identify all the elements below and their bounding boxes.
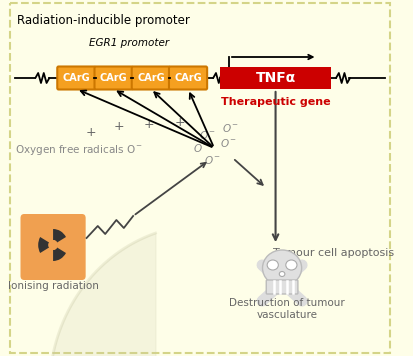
Text: EGR1 promoter: EGR1 promoter — [89, 38, 169, 48]
Text: Radiation-inducible promoter: Radiation-inducible promoter — [17, 14, 189, 27]
Text: +: + — [143, 117, 154, 131]
Text: CArG: CArG — [137, 73, 164, 83]
FancyBboxPatch shape — [10, 3, 389, 353]
Text: Tumour cell apoptosis: Tumour cell apoptosis — [272, 248, 393, 258]
Text: +: + — [86, 126, 96, 138]
Text: +: + — [174, 115, 185, 129]
Text: O$^-$: O$^-$ — [203, 154, 220, 166]
Text: Destruction of tumour
vasculature: Destruction of tumour vasculature — [228, 298, 344, 320]
FancyBboxPatch shape — [94, 67, 132, 89]
Text: Therapeutic gene: Therapeutic gene — [220, 97, 330, 107]
Circle shape — [297, 296, 306, 306]
Text: Oxygen free radicals O$^-$: Oxygen free radicals O$^-$ — [15, 143, 142, 157]
FancyBboxPatch shape — [219, 67, 331, 89]
Text: Ionising radiation: Ionising radiation — [7, 281, 98, 291]
FancyBboxPatch shape — [57, 67, 95, 89]
Text: CArG: CArG — [100, 73, 127, 83]
FancyBboxPatch shape — [266, 280, 297, 294]
Circle shape — [257, 260, 266, 270]
Ellipse shape — [285, 260, 296, 270]
FancyBboxPatch shape — [21, 214, 85, 280]
Text: +: + — [114, 120, 124, 134]
Text: TNFα: TNFα — [255, 71, 295, 85]
Text: CArG: CArG — [174, 73, 202, 83]
Wedge shape — [53, 247, 66, 261]
Ellipse shape — [262, 250, 301, 286]
Text: O$^-$: O$^-$ — [222, 122, 239, 134]
Text: O$^-$: O$^-$ — [192, 142, 209, 154]
FancyBboxPatch shape — [131, 67, 169, 89]
Circle shape — [48, 240, 57, 250]
Ellipse shape — [279, 272, 284, 277]
Circle shape — [257, 296, 266, 306]
Text: O$^-$: O$^-$ — [199, 129, 216, 141]
Text: O$^-$: O$^-$ — [219, 137, 236, 149]
Text: CArG: CArG — [62, 73, 90, 83]
Wedge shape — [38, 237, 49, 253]
Circle shape — [297, 260, 306, 270]
Wedge shape — [53, 229, 66, 242]
FancyBboxPatch shape — [169, 67, 206, 89]
Ellipse shape — [266, 260, 278, 270]
